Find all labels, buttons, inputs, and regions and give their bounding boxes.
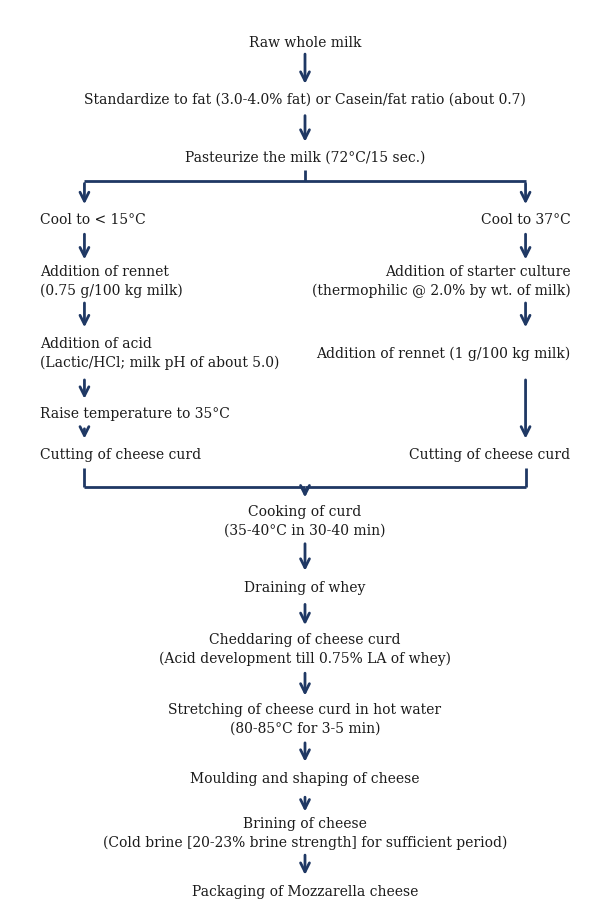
Text: Cool to < 15°C: Cool to < 15°C: [40, 212, 145, 227]
Text: Brining of cheese
(Cold brine [20-23% brine strength] for sufficient period): Brining of cheese (Cold brine [20-23% br…: [103, 817, 507, 850]
Text: Pasteurize the milk (72°C/15 sec.): Pasteurize the milk (72°C/15 sec.): [185, 151, 425, 165]
Text: Cool to 37°C: Cool to 37°C: [481, 212, 570, 227]
Text: Addition of rennet
(0.75 g/100 kg milk): Addition of rennet (0.75 g/100 kg milk): [40, 265, 182, 298]
Text: Cheddaring of cheese curd
(Acid development till 0.75% LA of whey): Cheddaring of cheese curd (Acid developm…: [159, 633, 451, 666]
Text: Raise temperature to 35°C: Raise temperature to 35°C: [40, 407, 229, 421]
Text: Raw whole milk: Raw whole milk: [249, 36, 361, 51]
Text: Draining of whey: Draining of whey: [245, 581, 365, 595]
Text: Stretching of cheese curd in hot water
(80-85°C for 3-5 min): Stretching of cheese curd in hot water (…: [168, 703, 442, 735]
Text: Standardize to fat (3.0-4.0% fat) or Casein/fat ratio (about 0.7): Standardize to fat (3.0-4.0% fat) or Cas…: [84, 93, 526, 108]
Text: Addition of rennet (1 g/100 kg milk): Addition of rennet (1 g/100 kg milk): [316, 346, 570, 361]
Text: Cutting of cheese curd: Cutting of cheese curd: [40, 448, 201, 462]
Text: Packaging of Mozzarella cheese: Packaging of Mozzarella cheese: [192, 885, 418, 899]
Text: Addition of acid
(Lactic/HCl; milk pH of about 5.0): Addition of acid (Lactic/HCl; milk pH of…: [40, 337, 279, 370]
Text: Addition of starter culture
(thermophilic @ 2.0% by wt. of milk): Addition of starter culture (thermophili…: [312, 265, 570, 298]
Text: Moulding and shaping of cheese: Moulding and shaping of cheese: [190, 772, 420, 786]
Text: Cooking of curd
(35-40°C in 30-40 min): Cooking of curd (35-40°C in 30-40 min): [224, 505, 386, 538]
Text: Cutting of cheese curd: Cutting of cheese curd: [409, 448, 570, 462]
